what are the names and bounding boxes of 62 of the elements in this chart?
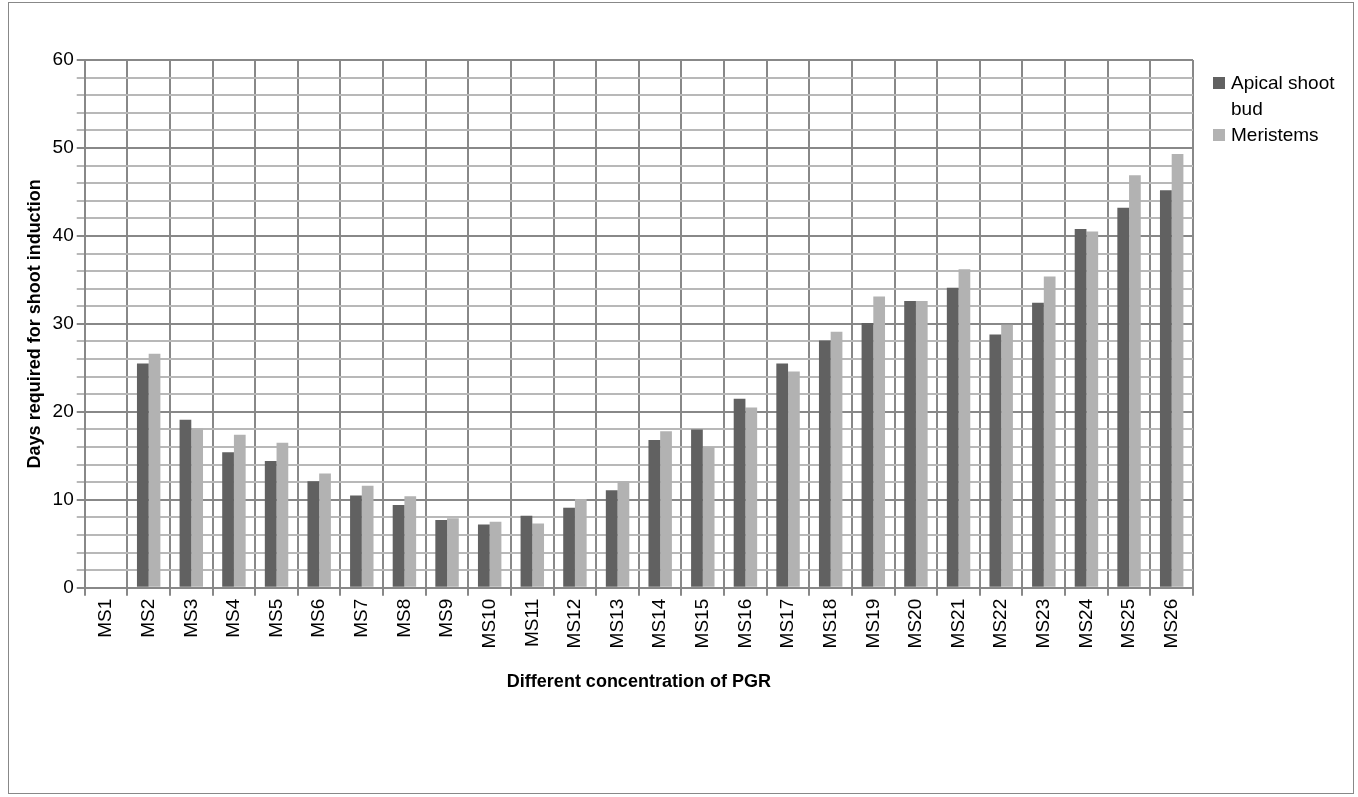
legend-label: Apical shoot bud <box>1231 71 1336 121</box>
x-tick-label: MS23 <box>1032 598 1054 649</box>
x-tick-label: MS16 <box>733 598 755 649</box>
x-tick-label: MS17 <box>776 598 798 649</box>
y-tick-label: 60 <box>52 48 74 70</box>
y-tick-label: 20 <box>52 400 74 422</box>
x-tick-label: MS5 <box>264 598 286 638</box>
bar <box>477 524 490 587</box>
bar <box>222 452 234 587</box>
x-tick-label: MS22 <box>989 598 1011 649</box>
x-tick-label: MS9 <box>435 598 457 638</box>
x-tick-label: MS10 <box>477 598 499 649</box>
bar <box>733 398 746 587</box>
x-tick-label: MS7 <box>350 598 372 638</box>
bar <box>307 481 320 587</box>
y-tick-label: 50 <box>52 136 74 158</box>
bar <box>1117 207 1130 587</box>
x-tick-label: MS4 <box>222 598 244 638</box>
bar <box>605 490 618 587</box>
x-tick-label: MS25 <box>1117 598 1139 649</box>
x-tick-label: MS26 <box>1159 598 1181 649</box>
y-axis-title: Days required for shoot induction <box>23 179 44 469</box>
bar <box>648 439 661 587</box>
bar <box>136 363 149 587</box>
x-tick-label: MS15 <box>691 598 713 649</box>
x-tick-label: MS20 <box>904 598 926 649</box>
bar <box>435 520 448 587</box>
legend-label: Meristems <box>1231 123 1319 147</box>
bar <box>264 461 277 587</box>
y-tick-label: 10 <box>52 488 74 510</box>
y-tick-label: 0 <box>63 576 74 597</box>
bar <box>691 429 703 587</box>
bar <box>861 323 874 587</box>
x-tick-label: MS21 <box>946 598 968 649</box>
x-tick-label: MS6 <box>307 598 329 638</box>
x-tick-label: MS2 <box>136 598 158 638</box>
x-tick-label: MS8 <box>392 598 414 638</box>
bar <box>1074 228 1087 587</box>
y-tick-label: 30 <box>52 312 74 334</box>
bar <box>1032 302 1044 587</box>
x-axis-title: Different concentration of PGR <box>506 671 771 692</box>
x-tick-label: MS14 <box>648 598 670 649</box>
x-tick-label: MS1 <box>94 598 116 638</box>
bar <box>179 419 192 587</box>
bar <box>392 505 405 587</box>
bar <box>1159 190 1172 587</box>
x-tick-label: MS3 <box>179 598 201 638</box>
y-tick-label: 40 <box>52 224 74 246</box>
bar <box>520 515 533 587</box>
x-tick-label: MS18 <box>818 598 840 649</box>
x-tick-label: MS13 <box>605 598 627 649</box>
bar <box>350 495 362 587</box>
bar <box>904 301 916 587</box>
bar <box>776 363 789 587</box>
x-tick-label: MS19 <box>861 598 883 649</box>
bar <box>946 287 959 587</box>
x-tick-label: MS24 <box>1074 598 1096 649</box>
bar <box>989 334 1002 587</box>
x-tick-label: MS11 <box>520 598 542 647</box>
bar <box>818 340 831 587</box>
x-tick-label: MS12 <box>563 598 585 649</box>
bar <box>563 507 575 587</box>
